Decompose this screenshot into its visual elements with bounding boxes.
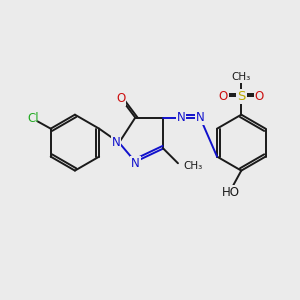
- Text: O: O: [116, 92, 125, 105]
- Text: O: O: [255, 90, 264, 103]
- Text: CH₃: CH₃: [232, 72, 251, 82]
- Text: O: O: [219, 90, 228, 103]
- Text: S: S: [237, 90, 245, 103]
- Text: CH₃: CH₃: [183, 161, 202, 171]
- Text: N: N: [176, 111, 185, 124]
- Text: Cl: Cl: [27, 112, 39, 125]
- Text: N: N: [196, 111, 204, 124]
- Text: HO: HO: [222, 186, 240, 199]
- Text: N: N: [131, 157, 140, 170]
- Text: N: N: [112, 136, 121, 149]
